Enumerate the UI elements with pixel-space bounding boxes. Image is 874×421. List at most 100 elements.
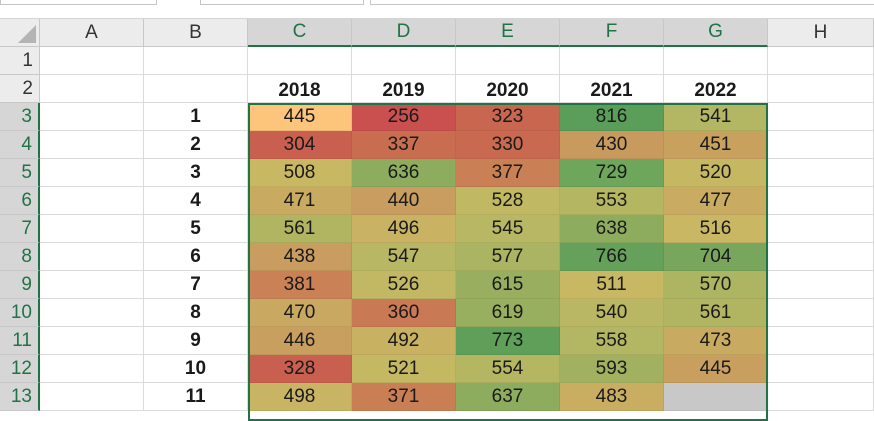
cell-d10[interactable]: 360: [352, 299, 456, 327]
column-header-h[interactable]: H: [768, 19, 874, 47]
cell-f11[interactable]: 558: [560, 327, 664, 355]
cell-b1[interactable]: [144, 47, 248, 75]
cell-a2[interactable]: [40, 75, 144, 103]
cell-b6[interactable]: 4: [144, 187, 248, 215]
cell-c2[interactable]: 2018: [248, 75, 352, 103]
cell-b7[interactable]: 5: [144, 215, 248, 243]
cell-d7[interactable]: 496: [352, 215, 456, 243]
cell-h2[interactable]: [768, 75, 874, 103]
cell-g10[interactable]: 561: [664, 299, 768, 327]
row-header-4[interactable]: 4: [0, 131, 40, 159]
cell-g5[interactable]: 520: [664, 159, 768, 187]
cell-a9[interactable]: [40, 271, 144, 299]
cell-c8[interactable]: 438: [248, 243, 352, 271]
cell-d5[interactable]: 636: [352, 159, 456, 187]
cell-d9[interactable]: 526: [352, 271, 456, 299]
row-header-11[interactable]: 11: [0, 327, 40, 355]
column-header-e[interactable]: E: [456, 19, 560, 47]
cell-c5[interactable]: 508: [248, 159, 352, 187]
cell-d12[interactable]: 521: [352, 355, 456, 383]
cell-a11[interactable]: [40, 327, 144, 355]
cell-e10[interactable]: 619: [456, 299, 560, 327]
cell-e4[interactable]: 330: [456, 131, 560, 159]
cell-d6[interactable]: 440: [352, 187, 456, 215]
cell-f6[interactable]: 553: [560, 187, 664, 215]
column-header-b[interactable]: B: [144, 19, 248, 47]
cell-h7[interactable]: [768, 215, 874, 243]
row-header-9[interactable]: 9: [0, 271, 40, 299]
row-header-5[interactable]: 5: [0, 159, 40, 187]
row-header-2[interactable]: 2: [0, 75, 40, 103]
cell-g11[interactable]: 473: [664, 327, 768, 355]
cell-h12[interactable]: [768, 355, 874, 383]
cell-f3[interactable]: 816: [560, 103, 664, 131]
cell-c13[interactable]: 498: [248, 383, 352, 411]
cell-g1[interactable]: [664, 47, 768, 75]
cell-f8[interactable]: 766: [560, 243, 664, 271]
cell-f13[interactable]: 483: [560, 383, 664, 411]
cell-c11[interactable]: 446: [248, 327, 352, 355]
cell-h13[interactable]: [768, 383, 874, 411]
cell-e3[interactable]: 323: [456, 103, 560, 131]
cell-b9[interactable]: 7: [144, 271, 248, 299]
cell-f10[interactable]: 540: [560, 299, 664, 327]
row-header-12[interactable]: 12: [0, 355, 40, 383]
formula-input-edge[interactable]: [370, 0, 874, 5]
cell-h4[interactable]: [768, 131, 874, 159]
cell-g9[interactable]: 570: [664, 271, 768, 299]
cell-e9[interactable]: 615: [456, 271, 560, 299]
cell-a13[interactable]: [40, 383, 144, 411]
column-header-d[interactable]: D: [352, 19, 456, 47]
cell-g7[interactable]: 516: [664, 215, 768, 243]
row-header-1[interactable]: 1: [0, 47, 40, 75]
cell-g2[interactable]: 2022: [664, 75, 768, 103]
cell-g13[interactable]: [664, 383, 768, 411]
cell-e6[interactable]: 528: [456, 187, 560, 215]
row-header-13[interactable]: 13: [0, 383, 40, 411]
cell-d3[interactable]: 256: [352, 103, 456, 131]
cell-h5[interactable]: [768, 159, 874, 187]
cell-c3[interactable]: 445: [248, 103, 352, 131]
cell-b4[interactable]: 2: [144, 131, 248, 159]
cell-h8[interactable]: [768, 243, 874, 271]
cell-a10[interactable]: [40, 299, 144, 327]
column-header-g[interactable]: G: [664, 19, 768, 47]
cell-g6[interactable]: 477: [664, 187, 768, 215]
column-header-a[interactable]: A: [40, 19, 144, 47]
cell-a6[interactable]: [40, 187, 144, 215]
cell-c9[interactable]: 381: [248, 271, 352, 299]
cell-f1[interactable]: [560, 47, 664, 75]
cell-e11[interactable]: 773: [456, 327, 560, 355]
cell-f4[interactable]: 430: [560, 131, 664, 159]
cell-f2[interactable]: 2021: [560, 75, 664, 103]
cell-a5[interactable]: [40, 159, 144, 187]
cell-c7[interactable]: 561: [248, 215, 352, 243]
cell-f5[interactable]: 729: [560, 159, 664, 187]
cell-e8[interactable]: 577: [456, 243, 560, 271]
cell-h10[interactable]: [768, 299, 874, 327]
cell-e5[interactable]: 377: [456, 159, 560, 187]
cell-e12[interactable]: 554: [456, 355, 560, 383]
select-all-corner[interactable]: [0, 19, 40, 47]
cell-a12[interactable]: [40, 355, 144, 383]
cell-b13[interactable]: 11: [144, 383, 248, 411]
cell-c6[interactable]: 471: [248, 187, 352, 215]
cell-h9[interactable]: [768, 271, 874, 299]
row-header-3[interactable]: 3: [0, 103, 40, 131]
cell-b3[interactable]: 1: [144, 103, 248, 131]
cell-e7[interactable]: 545: [456, 215, 560, 243]
cell-f7[interactable]: 638: [560, 215, 664, 243]
cell-e2[interactable]: 2020: [456, 75, 560, 103]
cell-a3[interactable]: [40, 103, 144, 131]
cell-g8[interactable]: 704: [664, 243, 768, 271]
cell-a8[interactable]: [40, 243, 144, 271]
cell-g4[interactable]: 451: [664, 131, 768, 159]
cell-d2[interactable]: 2019: [352, 75, 456, 103]
cell-c10[interactable]: 470: [248, 299, 352, 327]
cell-b2[interactable]: [144, 75, 248, 103]
cell-b12[interactable]: 10: [144, 355, 248, 383]
row-header-8[interactable]: 8: [0, 243, 40, 271]
cell-h1[interactable]: [768, 47, 874, 75]
cell-b8[interactable]: 6: [144, 243, 248, 271]
cell-b5[interactable]: 3: [144, 159, 248, 187]
